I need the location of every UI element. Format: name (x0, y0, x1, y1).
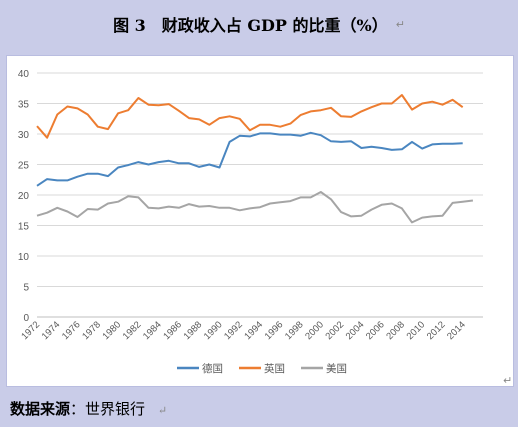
x-tick-label: 1994 (242, 319, 265, 342)
x-tick-label: 1976 (60, 319, 83, 342)
x-tick-label: 1992 (222, 319, 245, 342)
data-source: 数据来源：世界银行 ↵ (10, 398, 167, 419)
x-tick-label: 1974 (40, 319, 63, 342)
series-line (36, 94, 464, 139)
x-tick-label: 2012 (425, 319, 448, 342)
x-tick-label: 1978 (80, 319, 103, 342)
figure-title: 图 3 财政收入占 GDP 的比重（%） (113, 16, 388, 35)
x-tick-label: 1988 (182, 319, 205, 342)
x-tick-label: 1996 (263, 319, 286, 342)
source-separator: ： (70, 400, 86, 418)
source-value: 世界银行 (85, 400, 146, 418)
x-tick-label: 2010 (405, 319, 428, 342)
y-tick-label: 25 (18, 161, 30, 172)
y-tick-label: 0 (23, 313, 29, 324)
legend-label: 英国 (264, 362, 285, 375)
x-tick-label: 2002 (323, 319, 346, 342)
y-tick-label: 10 (18, 252, 30, 263)
y-tick-label: 15 (18, 222, 30, 233)
legend-label: 美国 (326, 362, 347, 375)
x-tick-label: 2008 (384, 319, 407, 342)
y-tick-label: 20 (18, 191, 30, 202)
x-tick-label: 2006 (364, 319, 387, 342)
title-bar: 图 3 财政收入占 GDP 的比重（%） ↵ (0, 0, 518, 48)
x-tick-label: 2000 (303, 319, 326, 342)
paragraph-mark-icon: ↵ (157, 404, 168, 417)
y-tick-label: 5 (23, 283, 29, 294)
x-tick-label: 1984 (141, 319, 164, 342)
x-tick-label: 2004 (344, 319, 367, 342)
line-chart: 0510152025303540197219741976197819801982… (18, 69, 483, 375)
y-tick-label: 40 (18, 69, 30, 80)
x-tick-label: 1990 (202, 319, 225, 342)
y-tick-label: 35 (18, 100, 30, 111)
paragraph-mark-icon: ↵ (503, 374, 513, 387)
x-tick-label: 2014 (445, 319, 468, 342)
series-line (36, 191, 474, 224)
y-tick-label: 30 (18, 130, 30, 141)
x-tick-label: 1980 (100, 319, 123, 342)
x-tick-label: 1986 (161, 319, 184, 342)
series-line (36, 131, 463, 187)
x-tick-label: 1998 (283, 319, 306, 342)
source-label: 数据来源 (10, 400, 71, 418)
paragraph-mark-icon: ↵ (395, 17, 405, 31)
chart-area: 0 5 10 15 20 25 30 35 40 1972 1974 1976 1978 1980 1982… (6, 55, 514, 387)
legend-label: 德国 (202, 362, 223, 375)
x-tick-label: 1982 (121, 319, 144, 342)
